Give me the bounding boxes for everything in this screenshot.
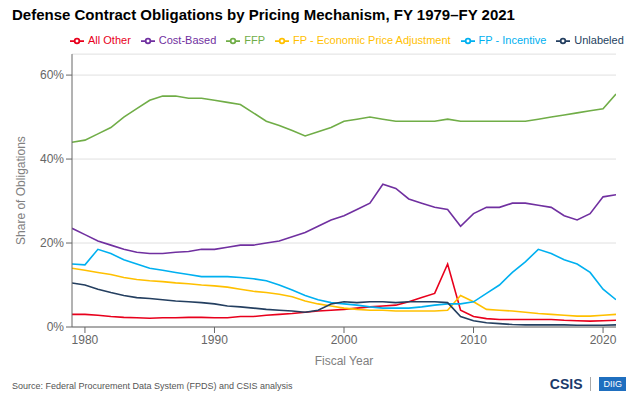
svg-text:Share of Obligations: Share of Obligations — [14, 136, 28, 245]
html-text:FP - Incentive: FP - Incentive — [478, 34, 547, 46]
svg-text:2010: 2010 — [460, 333, 487, 347]
html-text:Defense Contract Obligations b: Defense Contract Obligations by Pricing … — [12, 6, 515, 23]
svg-text:20%: 20% — [40, 236, 64, 250]
html-text:CSIS: CSIS — [549, 376, 583, 392]
svg-text:1990: 1990 — [201, 333, 228, 347]
html-text:Unlabeled: Unlabeled — [574, 34, 624, 46]
html-text:Cost-Based: Cost-Based — [158, 34, 217, 46]
svg-text:2000: 2000 — [331, 333, 358, 347]
svg-text:2020: 2020 — [590, 333, 617, 347]
svg-text:60%: 60% — [40, 68, 64, 82]
svg-text:1980: 1980 — [72, 333, 99, 347]
svg-text:0%: 0% — [47, 320, 65, 334]
html-text:Source: Federal Procurement Da: Source: Federal Procurement Data System … — [12, 381, 293, 391]
svg-text:Fiscal Year: Fiscal Year — [315, 354, 374, 368]
html-text:All Other: All Other — [88, 34, 131, 46]
html-text:DIIG: DIIG — [603, 379, 622, 389]
html-text:FP - Economic Price Adjustment: FP - Economic Price Adjustment — [293, 34, 451, 46]
html-text:FFP: FFP — [244, 34, 266, 46]
svg-text:40%: 40% — [40, 152, 64, 166]
